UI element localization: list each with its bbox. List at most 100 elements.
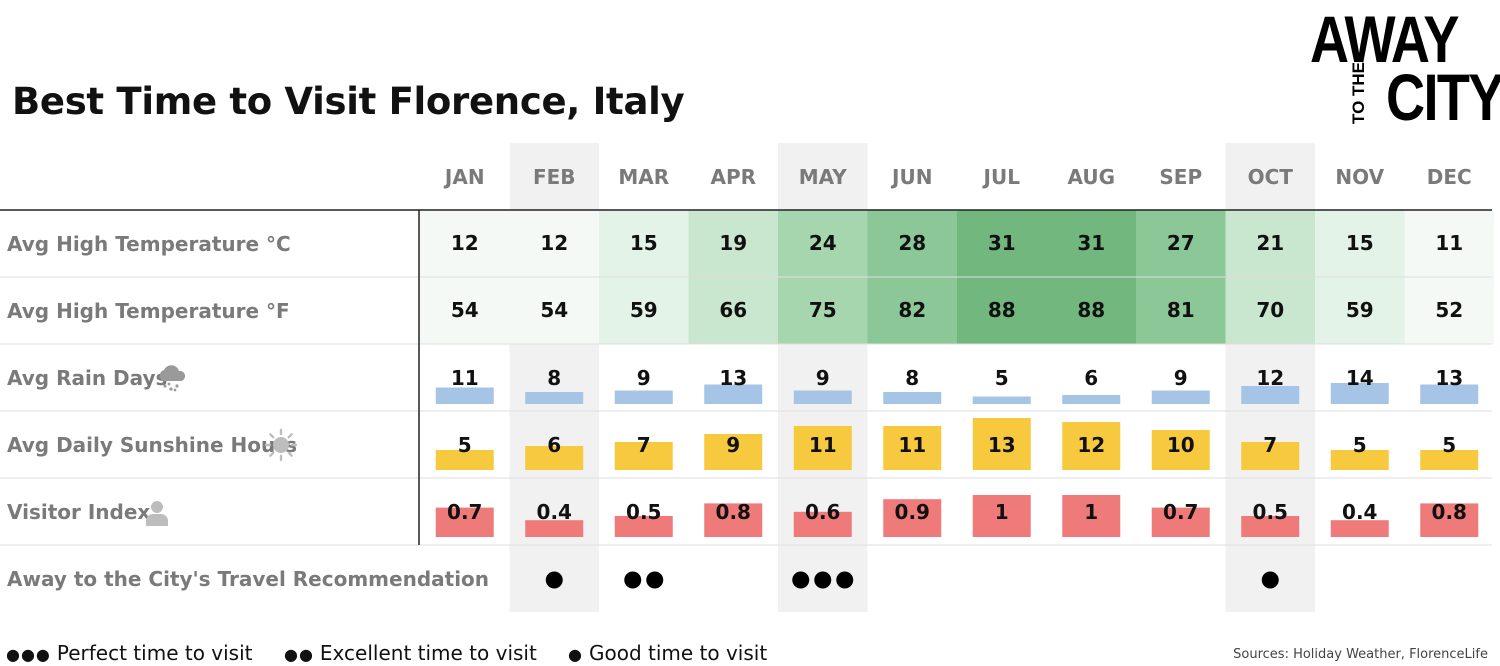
sunshine-bar bbox=[1241, 442, 1300, 470]
visitor-value: 0.9 bbox=[895, 500, 930, 524]
legend-perfect-label: Perfect time to visit bbox=[56, 641, 253, 665]
rain-bar bbox=[1151, 390, 1210, 404]
visitor-bar bbox=[614, 516, 673, 537]
visitor-value: 0.7 bbox=[1163, 500, 1198, 524]
rain-bar bbox=[614, 390, 673, 404]
away-to-the-city-logo: AWAY TO THE CITY bbox=[1310, 6, 1500, 130]
month-header: MAY bbox=[799, 165, 847, 189]
rain-value: 14 bbox=[1346, 366, 1374, 390]
temp-c-value: 27 bbox=[1167, 231, 1195, 255]
visitor-bar bbox=[1151, 507, 1210, 537]
temp-f-cell bbox=[867, 277, 957, 344]
month-header: FEB bbox=[533, 165, 576, 189]
row-label-temp-c: Avg High Temperature °C bbox=[7, 232, 291, 256]
temp-c-cell bbox=[1404, 210, 1494, 277]
month-header: APR bbox=[710, 165, 756, 189]
rain-value: 9 bbox=[637, 366, 651, 390]
rain-value: 5 bbox=[995, 366, 1009, 390]
sunshine-bar bbox=[704, 434, 763, 470]
month-header: MAR bbox=[618, 165, 669, 189]
visitor-bar bbox=[435, 507, 494, 537]
sunshine-value: 5 bbox=[1353, 433, 1367, 457]
sunshine-value: 7 bbox=[1263, 433, 1277, 457]
visitor-bar bbox=[1420, 503, 1479, 537]
legend-good-label: Good time to visit bbox=[588, 641, 768, 665]
sunshine-value: 6 bbox=[547, 433, 561, 457]
temp-c-cell bbox=[1315, 210, 1405, 277]
temp-c-cell bbox=[509, 210, 599, 277]
temp-f-value: 52 bbox=[1435, 298, 1463, 322]
legend-good-dots: ● bbox=[568, 645, 583, 664]
temp-f-cell bbox=[509, 277, 599, 344]
visitor-bar bbox=[1241, 516, 1300, 537]
temp-c-cell bbox=[778, 210, 868, 277]
temp-f-cell bbox=[1225, 277, 1315, 344]
sunshine-value: 11 bbox=[898, 433, 926, 457]
sunshine-bar bbox=[1420, 450, 1479, 470]
visitor-value: 0.6 bbox=[805, 500, 840, 524]
rain-bar bbox=[435, 387, 494, 404]
visitor-value: 1 bbox=[995, 500, 1009, 524]
temp-f-cell bbox=[778, 277, 868, 344]
temp-f-cell bbox=[1404, 277, 1494, 344]
sunshine-value: 13 bbox=[988, 433, 1016, 457]
rain-bar bbox=[1420, 384, 1479, 404]
visitor-bar bbox=[525, 520, 584, 537]
rain-value: 13 bbox=[1435, 366, 1463, 390]
recommendation-dot bbox=[836, 571, 854, 589]
sunshine-bar bbox=[614, 442, 673, 470]
temp-f-value: 88 bbox=[1077, 298, 1105, 322]
visitor-bar bbox=[1330, 520, 1389, 537]
temp-f-cell bbox=[688, 277, 778, 344]
rain-bar bbox=[525, 392, 584, 404]
visitor-value: 0.8 bbox=[1432, 500, 1467, 524]
temp-f-value: 70 bbox=[1256, 298, 1284, 322]
month-header: JAN bbox=[443, 165, 485, 189]
rain-value: 8 bbox=[547, 366, 561, 390]
sunshine-bar bbox=[525, 446, 584, 470]
rain-value: 9 bbox=[1174, 366, 1188, 390]
month-header: JUL bbox=[982, 165, 1021, 189]
visitor-value: 1 bbox=[1084, 500, 1098, 524]
temp-c-cell bbox=[599, 210, 689, 277]
temp-c-value: 19 bbox=[719, 231, 747, 255]
rain-bar bbox=[972, 396, 1031, 404]
legend-excellent-dots: ●● bbox=[284, 645, 314, 664]
rain-value: 9 bbox=[816, 366, 830, 390]
visitor-value: 0.5 bbox=[1253, 500, 1288, 524]
month-header: DEC bbox=[1427, 165, 1472, 189]
temp-c-value: 31 bbox=[1077, 231, 1105, 255]
temp-f-cell bbox=[1046, 277, 1136, 344]
rain-bar bbox=[793, 390, 852, 404]
sunshine-bar bbox=[793, 426, 852, 470]
temp-c-value: 15 bbox=[1346, 231, 1374, 255]
sunshine-value: 12 bbox=[1077, 433, 1105, 457]
recommendation-dot bbox=[545, 571, 563, 589]
temp-f-cell bbox=[1315, 277, 1405, 344]
temp-c-cell bbox=[420, 210, 510, 277]
sunshine-value: 11 bbox=[809, 433, 837, 457]
temp-c-cell bbox=[1046, 210, 1136, 277]
temp-f-value: 66 bbox=[719, 298, 747, 322]
sunshine-bar bbox=[1151, 430, 1210, 470]
sunshine-value: 5 bbox=[1442, 433, 1456, 457]
source-note: Sources: Holiday Weather, FlorenceLife bbox=[1233, 647, 1488, 662]
rain-value: 11 bbox=[451, 366, 479, 390]
sunshine-bar bbox=[1062, 422, 1121, 470]
temp-c-value: 21 bbox=[1256, 231, 1284, 255]
temp-f-value: 59 bbox=[630, 298, 658, 322]
visitor-value: 0.8 bbox=[716, 500, 751, 524]
month-header: JUN bbox=[890, 165, 932, 189]
temp-c-cell bbox=[867, 210, 957, 277]
temp-c-value: 11 bbox=[1435, 231, 1463, 255]
visitor-value: 0.7 bbox=[447, 500, 482, 524]
sunshine-bar bbox=[883, 426, 942, 470]
legend-excellent-label: Excellent time to visit bbox=[319, 641, 537, 665]
rain-bar bbox=[1330, 383, 1389, 404]
month-header: OCT bbox=[1248, 165, 1294, 189]
temp-c-cell bbox=[1136, 210, 1226, 277]
sunshine-value: 9 bbox=[726, 433, 740, 457]
recommendation-dot bbox=[814, 571, 832, 589]
temp-f-value: 88 bbox=[988, 298, 1016, 322]
